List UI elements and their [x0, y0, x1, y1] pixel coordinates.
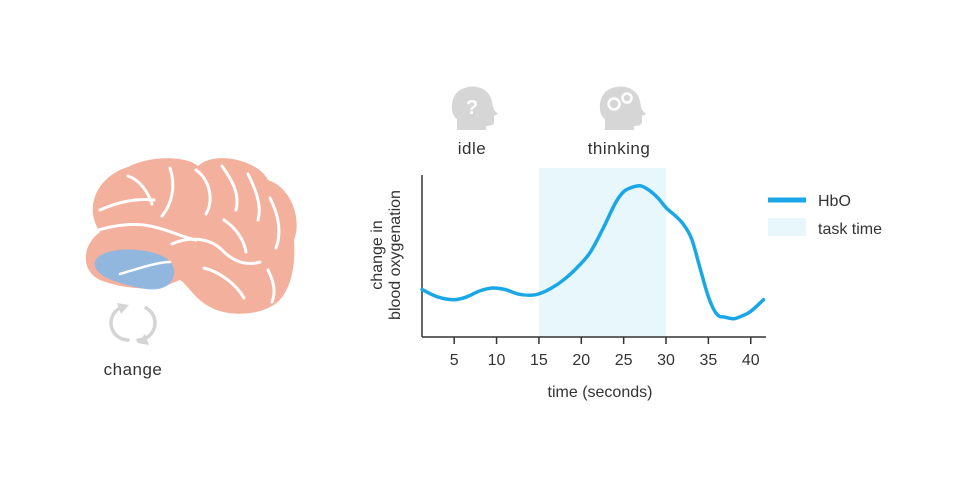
- state-label-idle: idle: [458, 139, 486, 158]
- idle-head-icon: ?: [451, 86, 498, 130]
- legend-task-label: task time: [818, 221, 882, 238]
- svg-text:?: ?: [466, 97, 478, 119]
- y-axis-title: change in blood oxygenation: [369, 190, 404, 320]
- x-axis-title: time (seconds): [548, 384, 653, 401]
- x-tick-label: 25: [615, 352, 633, 369]
- cycle-icon: [109, 303, 157, 345]
- y-axis-title-line-1: change in: [369, 220, 386, 289]
- x-tick-label: 20: [572, 352, 590, 369]
- x-tick-label: 35: [699, 352, 717, 369]
- brain-illustration: change: [85, 158, 297, 379]
- x-tick-label: 10: [488, 352, 506, 369]
- y-axis-title-line-2: blood oxygenation: [387, 190, 404, 320]
- x-tick-label: 5: [450, 352, 459, 369]
- legend-task-swatch: [768, 218, 806, 236]
- state-label-thinking: thinking: [588, 139, 651, 158]
- task-time-band: [538, 168, 667, 337]
- thinking-head-icon: [599, 86, 646, 130]
- brain-fold-lines: [90, 164, 281, 304]
- legend: HbO task time: [768, 193, 882, 238]
- x-tick-label: 40: [742, 352, 760, 369]
- legend-hbo-label: HbO: [818, 193, 851, 210]
- hbo-series-line: [420, 183, 766, 321]
- x-tick-label: 15: [530, 352, 548, 369]
- brain-icon: [85, 158, 297, 314]
- region-fold-line: [118, 260, 172, 276]
- x-tick-label: 30: [657, 352, 675, 369]
- x-ticks: 5 10 15 20 25 30 35 40: [450, 337, 760, 369]
- brain-caption: change: [104, 360, 163, 379]
